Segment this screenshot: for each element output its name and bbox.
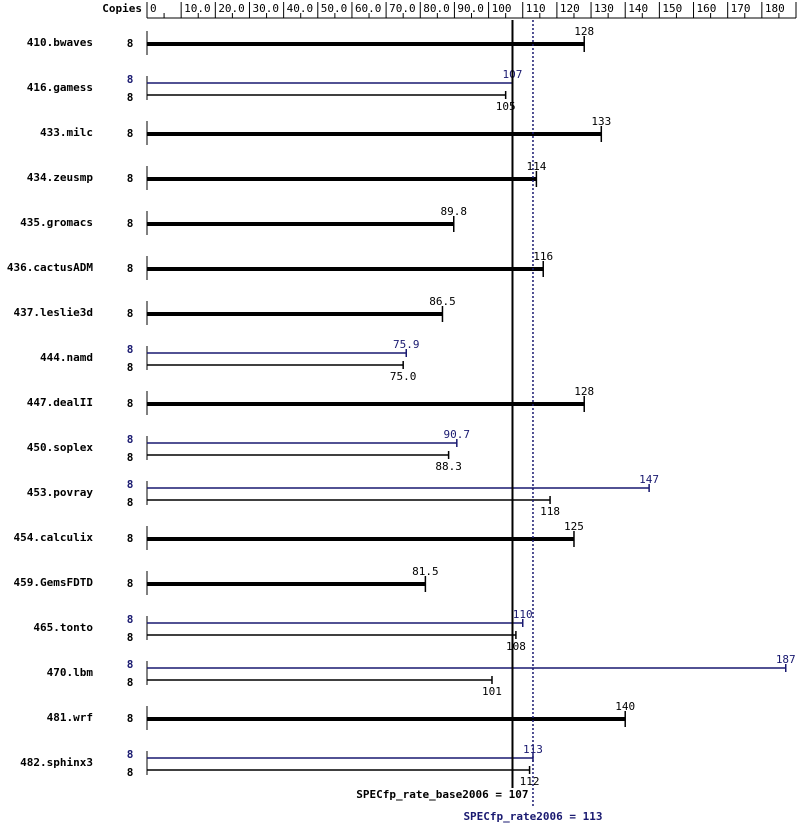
value-label: 89.8 (440, 205, 467, 218)
value-label: 101 (482, 685, 502, 698)
copies: 8 (127, 631, 134, 644)
x-tick-label: 140 (628, 2, 648, 15)
copies: 8 (127, 397, 134, 410)
copies: 8 (127, 478, 134, 491)
x-tick-label: 90.0 (457, 2, 484, 15)
benchmark-name: 416.gamess (27, 81, 93, 94)
benchmark-name: 454.calculix (14, 531, 94, 544)
benchmark-name: 465.tonto (33, 621, 93, 634)
benchmark-name: 447.dealII (27, 396, 93, 409)
copies: 8 (127, 748, 134, 761)
x-tick-label: 40.0 (287, 2, 314, 15)
benchmark-name: 435.gromacs (20, 216, 93, 229)
value-label: 75.9 (393, 338, 420, 351)
value-label: 88.3 (435, 460, 462, 473)
x-tick-label: 10.0 (184, 2, 211, 15)
value-label: 110 (513, 608, 533, 621)
copies: 8 (127, 172, 134, 185)
value-label: 125 (564, 520, 584, 533)
x-tick-label: 50.0 (321, 2, 348, 15)
value-label: 118 (540, 505, 560, 518)
value-label: 75.0 (390, 370, 417, 383)
x-tick-label: 160 (697, 2, 717, 15)
copies: 8 (127, 433, 134, 446)
value-label: 140 (615, 700, 635, 713)
copies: 8 (127, 127, 134, 140)
benchmark-name: 450.soplex (27, 441, 94, 454)
copies: 8 (127, 73, 134, 86)
benchmark-name: 433.milc (40, 126, 93, 139)
value-label: 147 (639, 473, 659, 486)
copies: 8 (127, 712, 134, 725)
value-label: 108 (506, 640, 526, 653)
benchmark-name: 436.cactusADM (7, 261, 93, 274)
copies: 8 (127, 343, 134, 356)
copies: 8 (127, 766, 134, 779)
value-label: 114 (526, 160, 546, 173)
copies: 8 (127, 91, 134, 104)
x-tick-label: 110 (526, 2, 546, 15)
copies: 8 (127, 37, 134, 50)
x-tick-label: 180 (765, 2, 785, 15)
x-tick-label: 20.0 (218, 2, 245, 15)
copies: 8 (127, 658, 134, 671)
benchmark-name: 453.povray (27, 486, 94, 499)
copies: 8 (127, 451, 134, 464)
benchmark-name: 434.zeusmp (27, 171, 94, 184)
benchmark-name: 470.lbm (47, 666, 94, 679)
value-label: 128 (574, 25, 594, 38)
value-label: 112 (520, 775, 540, 788)
x-tick-label: 130 (594, 2, 614, 15)
benchmark-name: 437.leslie3d (14, 306, 93, 319)
copies: 8 (127, 217, 134, 230)
value-label: 81.5 (412, 565, 439, 578)
benchmark-name: 459.GemsFDTD (14, 576, 94, 589)
benchmark-name: 444.namd (40, 351, 93, 364)
copies: 8 (127, 613, 134, 626)
value-label: 90.7 (444, 428, 471, 441)
x-tick-label: 80.0 (423, 2, 450, 15)
copies: 8 (127, 361, 134, 374)
x-tick-label: 0 (150, 2, 157, 15)
value-label: 187 (776, 653, 796, 666)
benchmark-name: 482.sphinx3 (20, 756, 93, 769)
copies: 8 (127, 676, 134, 689)
summary-label: SPECfp_rate2006 = 113 (463, 810, 602, 823)
value-label: 133 (591, 115, 611, 128)
value-label: 105 (496, 100, 516, 113)
x-tick-label: 60.0 (355, 2, 382, 15)
value-label: 116 (533, 250, 553, 263)
copies: 8 (127, 577, 134, 590)
x-tick-label: 170 (731, 2, 751, 15)
copies: 8 (127, 262, 134, 275)
value-label: 128 (574, 385, 594, 398)
copies: 8 (127, 496, 134, 509)
benchmark-name: 481.wrf (47, 711, 93, 724)
x-tick-label: 150 (662, 2, 682, 15)
x-tick-label: 120 (560, 2, 580, 15)
benchmark-name: 410.bwaves (27, 36, 93, 49)
x-tick-label: 70.0 (389, 2, 416, 15)
x-tick-label: 100 (492, 2, 512, 15)
value-label: 86.5 (429, 295, 456, 308)
summary-label: SPECfp_rate_base2006 = 107 (356, 788, 528, 801)
x-tick-label: 30.0 (252, 2, 279, 15)
copies-header: Copies (102, 2, 142, 15)
copies: 8 (127, 532, 134, 545)
copies: 8 (127, 307, 134, 320)
